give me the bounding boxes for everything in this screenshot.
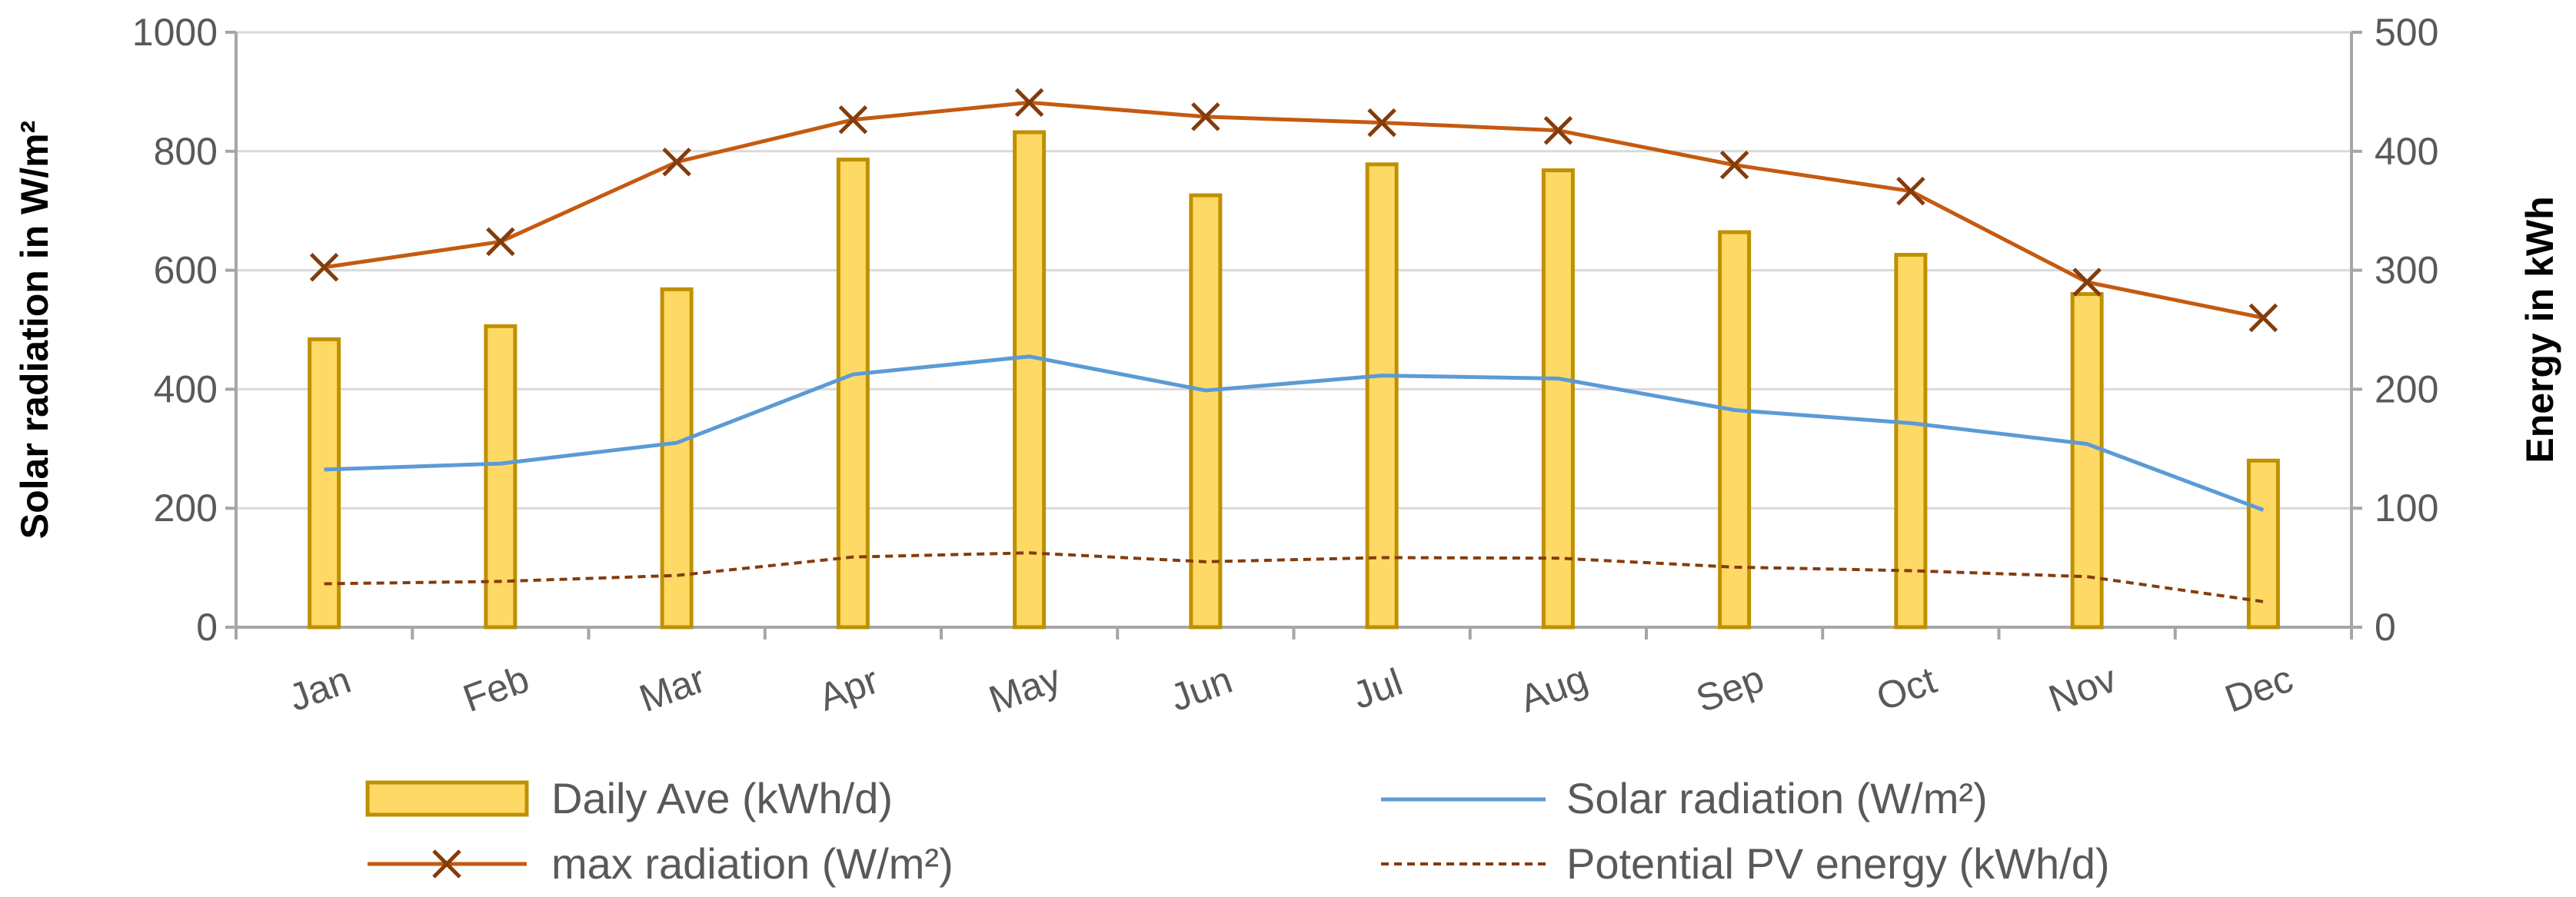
x-category-label: Nov: [2043, 657, 2122, 721]
right-tick-label: 200: [2375, 367, 2438, 410]
bar-daily-ave: [1365, 162, 1399, 630]
legend-label-daily-ave: Daily Ave (kWh/d): [551, 774, 893, 822]
x-category-label: Apr: [813, 658, 884, 719]
right-axis-title: Energy in kWh: [2518, 196, 2561, 463]
bar-daily-ave: [1541, 168, 1575, 630]
bar-daily-ave: [1718, 230, 1752, 630]
right-tick-label: 0: [2375, 606, 2396, 649]
marker-max-radiation: [486, 227, 515, 257]
legend-marker-max-radiation: [432, 849, 461, 879]
x-category-label: Jul: [1347, 660, 1408, 717]
marker-max-radiation: [662, 147, 691, 177]
bar-daily-ave: [1189, 193, 1223, 630]
series-line-potential-pv: [324, 551, 2264, 603]
left-tick-label: 400: [154, 367, 218, 410]
bar-daily-ave: [308, 337, 341, 630]
series-line-max-radiation: [324, 100, 2264, 320]
marker-max-radiation: [2072, 267, 2102, 297]
bar-daily-ave: [484, 324, 518, 630]
marker-max-radiation: [1896, 176, 1925, 206]
x-category-label: Feb: [458, 657, 534, 720]
right-tick-label: 500: [2375, 11, 2438, 54]
x-category-label: Sep: [1690, 656, 1769, 720]
marker-max-radiation: [309, 252, 339, 282]
bar-daily-ave: [2070, 292, 2104, 630]
marker-max-radiation: [2248, 303, 2278, 333]
left-tick-label: 1000: [132, 11, 218, 54]
marker-max-radiation: [838, 105, 868, 135]
series-line-solar-radiation: [324, 354, 2265, 512]
x-category-label: May: [983, 656, 1067, 722]
legend-label-solar-radiation: Solar radiation (W/m²): [1566, 774, 1988, 822]
left-tick-label: 800: [154, 130, 218, 173]
marker-max-radiation: [1014, 88, 1044, 118]
marker-max-radiation: [1191, 102, 1220, 131]
marker-max-radiation: [1367, 108, 1396, 138]
left-tick-label: 600: [154, 249, 218, 292]
x-category-label: Oct: [1871, 658, 1942, 719]
bar-daily-ave: [1894, 252, 1928, 630]
marker-max-radiation: [1719, 150, 1749, 180]
bar-daily-ave: [2246, 458, 2280, 630]
x-category-label: Jan: [283, 658, 356, 719]
legend-label-potential-pv: Potential PV energy (kWh/d): [1566, 839, 2110, 888]
bar-daily-ave: [660, 287, 694, 630]
left-axis-title: Solar radiation in W/m²: [13, 121, 56, 539]
left-tick-label: 0: [196, 606, 218, 649]
right-tick-label: 300: [2375, 249, 2438, 292]
left-tick-label: 200: [154, 487, 218, 530]
right-tick-label: 100: [2375, 487, 2438, 530]
legend-swatch-daily-ave: [365, 780, 529, 817]
marker-max-radiation: [1543, 115, 1573, 145]
x-category-label: Aug: [1514, 656, 1593, 720]
x-category-label: Jun: [1165, 658, 1238, 719]
right-tick-label: 400: [2375, 130, 2438, 173]
bar-daily-ave: [1013, 130, 1047, 630]
bar-daily-ave: [836, 158, 870, 630]
legend-label-max-radiation: max radiation (W/m²): [551, 839, 954, 888]
x-category-label: Dec: [2219, 657, 2298, 721]
x-category-label: Mar: [634, 657, 711, 720]
